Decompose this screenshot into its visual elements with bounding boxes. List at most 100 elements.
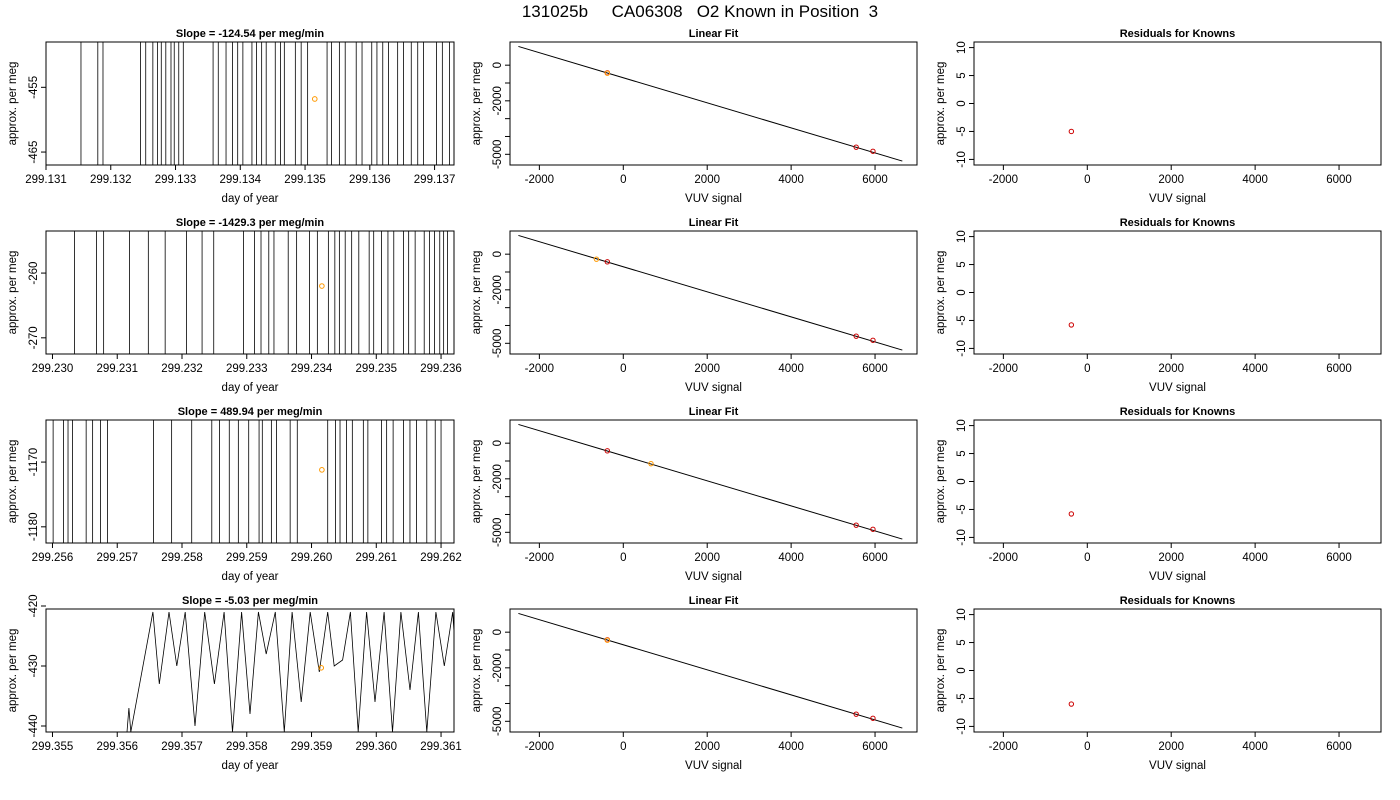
panel-r4-c2-sample-point	[604, 637, 611, 643]
panel-r4-c1-xtick-label: 299.357	[161, 741, 203, 753]
panel-r1-c3-panel-title: Residuals for Knowns	[1120, 28, 1236, 40]
panel-r1-c2-known-point	[853, 144, 859, 150]
panel-r4-c1-panel-title: Slope = -5.03 per meg/min	[182, 595, 318, 607]
panel-r1-c1-data-layer	[80, 42, 454, 165]
panel-r3-c2-ytick-label: -2000	[492, 464, 504, 493]
panel-r3-c1-xtick-label: 299.258	[161, 552, 203, 564]
panel-r4-c1-xtick-label: 299.360	[355, 741, 397, 753]
panel-r2-c2-fit-line	[518, 234, 903, 351]
panel-r2-c3-plot-frame	[973, 230, 1382, 355]
panel-r4-c1-ytick-label: -430	[28, 654, 40, 677]
panel-r2-c1-marked-point	[319, 283, 325, 289]
panel-r4-c2-y-axis-label: approx. per meg	[471, 629, 483, 713]
panel-r3-c3-y-axis-label: approx. per meg	[935, 440, 947, 524]
panel-r1-c3-residual-point	[1068, 128, 1075, 135]
panel-r4-c3-xtick-label: -2000	[989, 741, 1018, 753]
panel-r1-c3-ytick-label: 5	[956, 72, 968, 78]
panel-r3-c1-data-layer	[52, 420, 442, 543]
panel-r3-c2-xtick-label: 6000	[862, 552, 888, 564]
panel-r4-c1: Slope = -5.03 per meg/min 299.355 299.356 2…	[7, 594, 462, 772]
panel-r4-c2-data-layer	[518, 612, 903, 729]
panel-r1-c2-known-point	[870, 148, 876, 154]
panel-r4-c3-y-axis-label: approx. per meg	[935, 629, 947, 713]
panel-r1-c2-x-axis-label: VUV signal	[685, 193, 742, 205]
panel-r2-c2-known-point	[870, 337, 876, 343]
panel-r4-c3-x-axis-label: VUV signal	[1149, 760, 1206, 772]
panel-r1-c3-xtick-label: 0	[1084, 174, 1090, 186]
panel-r2-c3-xtick-label: 6000	[1326, 363, 1352, 375]
panel-r3-c3-ytick-label: 5	[956, 450, 968, 456]
panel-r3-c2-ytick-label: 0	[492, 440, 504, 446]
panel-r2-c2-panel-title: Linear Fit	[689, 217, 739, 229]
panel-r2-c1-xtick-label: 299.234	[291, 363, 333, 375]
panel-r2-c1-xtick-label: 299.232	[161, 363, 203, 375]
panel-r2-c2-xtick-label: 0	[620, 363, 626, 375]
panel-r2-c2-ytick-label: -5000	[492, 329, 504, 358]
panel-r3-c2-xtick-label: 0	[620, 552, 626, 564]
panel-r1-c3-plot-frame	[973, 41, 1382, 166]
panel-r4-c3-ytick-label: 5	[956, 639, 968, 645]
panel-r3-c3-xtick-label: 2000	[1158, 552, 1184, 564]
panel-r1-c3: Residuals for Knowns -2000 0 2000 4000 6000 -1…	[935, 28, 1382, 205]
panel-r1-c1-marked-point	[311, 96, 318, 102]
panel-r3-c3-plot-frame	[973, 419, 1382, 544]
panel-r2-c3-ytick-label: 10	[956, 230, 968, 243]
panel-r1-c3-xtick-label: -2000	[989, 174, 1018, 186]
panel-r4-c1-plot-frame	[45, 608, 455, 733]
panel-r2-c1-ytick-label: -260	[28, 262, 40, 285]
panel-r3-c1-x-axis-label: day of year	[222, 571, 279, 583]
panel-r3-c2-x-axis-label: VUV signal	[685, 571, 742, 583]
panel-r1-c1-xtick-label: 299.132	[90, 174, 132, 186]
panel-r4-c2-ytick-label: -5000	[492, 707, 504, 736]
panel-r2-c3-panel-title: Residuals for Knowns	[1120, 217, 1236, 229]
panel-r1-c2-ytick-label: 0	[492, 62, 504, 68]
panel-r4-c2-ytick-label: -2000	[492, 653, 504, 682]
panel-r2-c2-ytick-label: -2000	[492, 275, 504, 304]
panel-r4-c3-ytick-label: -10	[956, 718, 968, 735]
panel-r1-c3-ytick-label: 10	[956, 41, 968, 54]
panel-r3-c2-known-point	[870, 526, 876, 532]
panel-r1-c1-ytick-label: -465	[28, 141, 40, 164]
panel-r3-c3-ytick-label: 10	[956, 419, 968, 432]
panel-r3-c1-xtick-label: 299.260	[291, 552, 333, 564]
panel-r4-c2-xtick-label: 2000	[694, 741, 720, 753]
panel-r4-c3-xtick-label: 6000	[1326, 741, 1352, 753]
panel-r4-c2-plot-frame	[509, 608, 918, 733]
panel-r1-c1-xtick-label: 299.133	[155, 174, 197, 186]
panel-r4-c2-panel-title: Linear Fit	[689, 595, 739, 607]
panel-r1-c2-xtick-label: 6000	[862, 174, 888, 186]
panel-r3-c1-ytick-label: -1180	[28, 513, 40, 542]
panel-r4-c1-xtick-label: 299.355	[32, 741, 74, 753]
panel-r4-c1-data-layer	[126, 611, 454, 732]
panel-r2-c2-x-axis-label: VUV signal	[685, 382, 742, 394]
panel-r2-c2: Linear Fit -2000 0 2000 4000 6000 -5000 -2000 0 V…	[471, 217, 918, 394]
panel-r3-c2-data-layer	[518, 423, 903, 540]
panel-r1-c2-y-axis-label: approx. per meg	[471, 62, 483, 146]
panel-r1-c1-plot-frame	[45, 41, 455, 166]
panel-r2-c1-xtick-label: 299.230	[32, 363, 74, 375]
panel-r3-c2-xtick-label: -2000	[525, 552, 554, 564]
panel-r1-c2-xtick-label: 0	[620, 174, 626, 186]
panel-r4-c2-xtick-label: 4000	[778, 741, 804, 753]
panel-r4-c2-xtick-label: 6000	[862, 741, 888, 753]
panel-r1-c2-xtick-label: 4000	[778, 174, 804, 186]
panel-r4-c3-panel-title: Residuals for Knowns	[1120, 595, 1236, 607]
panel-r2-c1-y-axis-label: approx. per meg	[7, 251, 19, 335]
panel-r1-c3-x-axis-label: VUV signal	[1149, 193, 1206, 205]
panel-r1-c2-sample-point	[604, 70, 611, 76]
panel-r3-c2-fit-line	[518, 423, 903, 540]
panel-r2-c3-xtick-label: 2000	[1158, 363, 1184, 375]
panel-r4-c1-xtick-label: 299.359	[291, 741, 333, 753]
panel-r2-c1-xtick-label: 299.236	[420, 363, 462, 375]
panel-r2-c1-plot-frame	[45, 230, 455, 355]
panel-r2-c1-xtick-label: 299.231	[96, 363, 138, 375]
panel-r1-c2-data-layer	[518, 45, 903, 162]
panel-r3-c1-plot-frame	[45, 419, 455, 544]
panel-r1-c3-ytick-label: 0	[956, 100, 968, 106]
panel-r4-c2-x-axis-label: VUV signal	[685, 760, 742, 772]
panel-r4-c3-ytick-label: -5	[956, 693, 968, 703]
panel-r1-c1-xtick-label: 299.135	[284, 174, 326, 186]
panel-r2-c1-xtick-label: 299.233	[226, 363, 268, 375]
panel-r3-c1-ytick-label: -1170	[28, 448, 40, 477]
